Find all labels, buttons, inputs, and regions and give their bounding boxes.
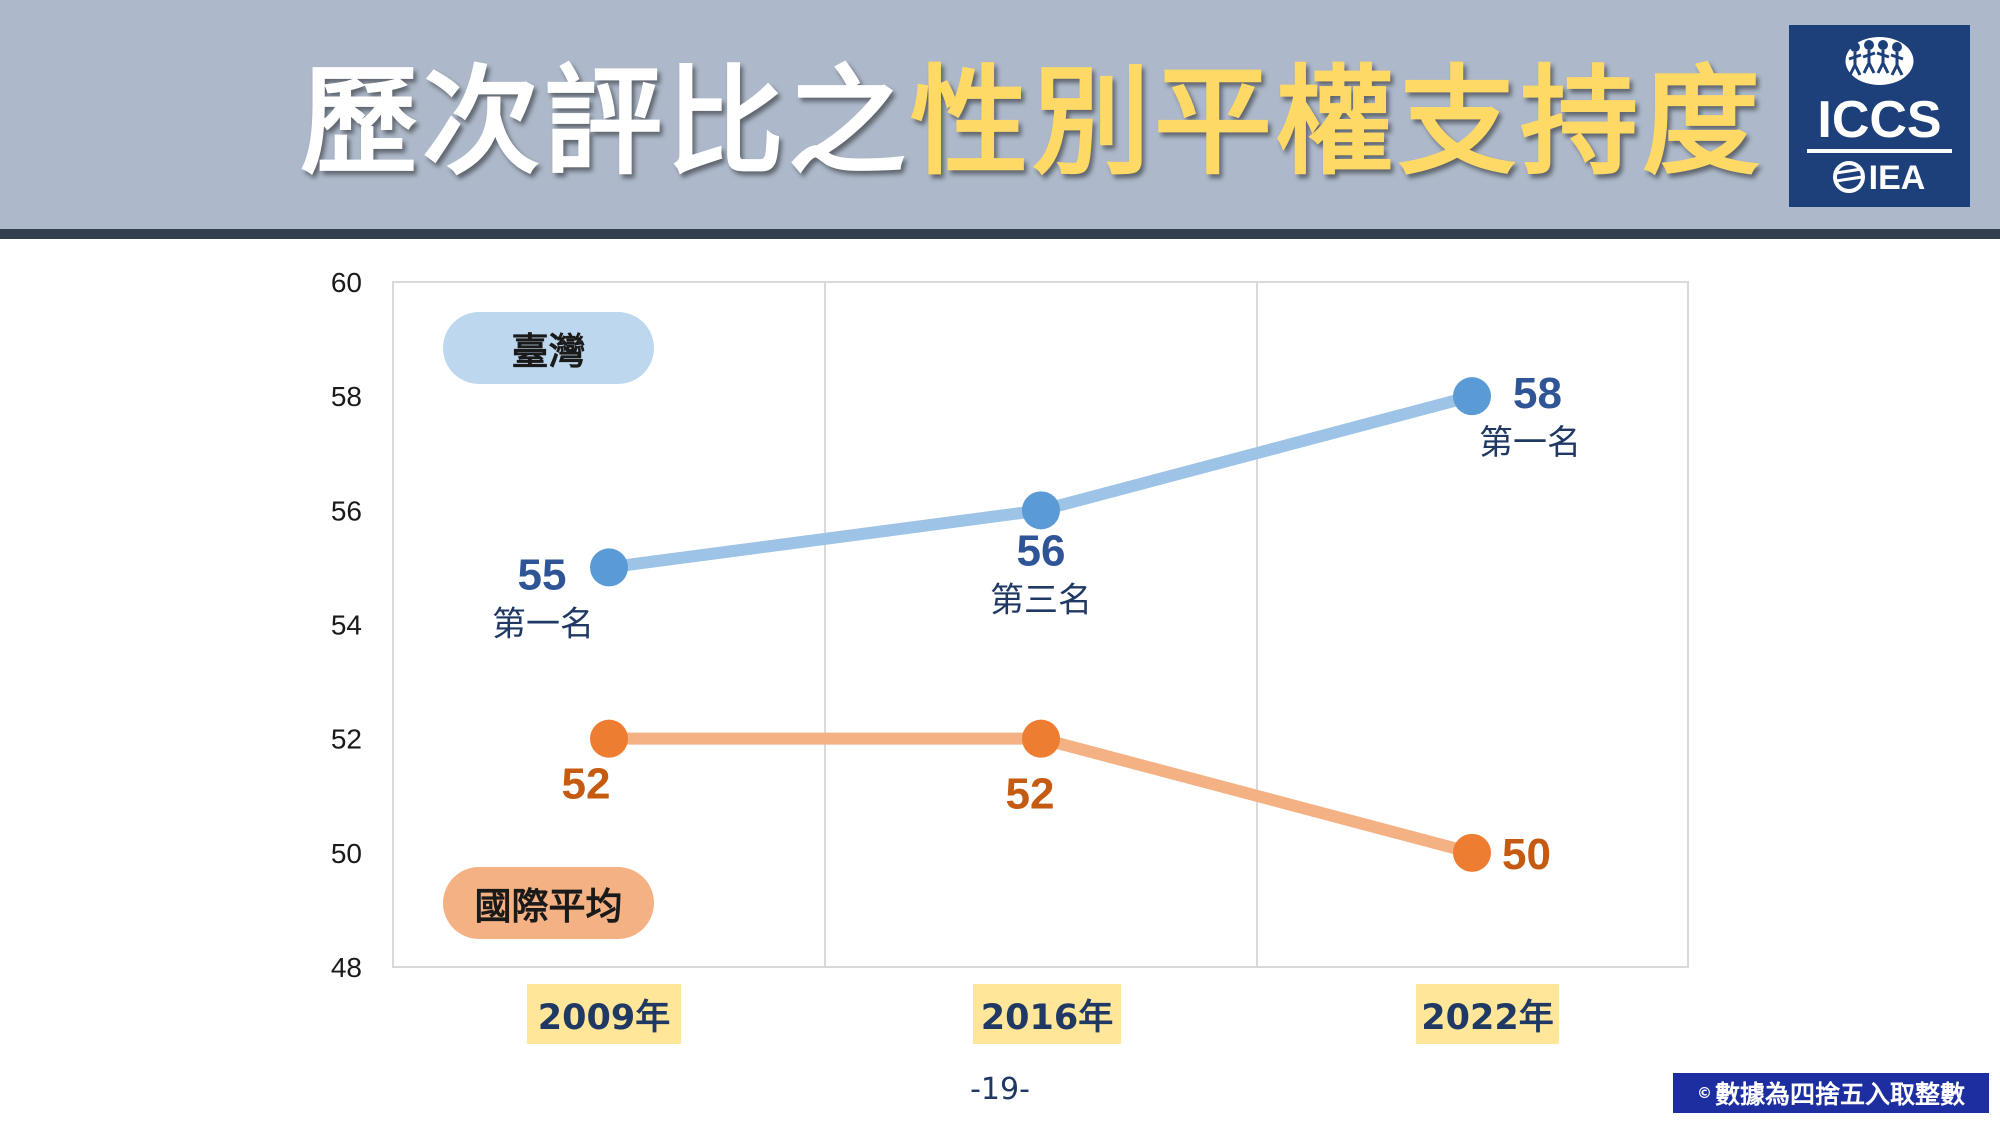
x-label-2009: 2009年 [527,984,681,1044]
globe-icon [1833,161,1865,193]
header-divider [0,229,2000,239]
logo-graphic: ICCS IEA [1807,37,1952,197]
globe-lines [1835,167,1863,183]
y-tick-label-60: 60 [331,267,362,298]
x-label-2022: 2022年 [1416,984,1559,1044]
series-layer: 55 第一名 56 第三名 58 第一名 52 52 50 [492,369,1581,879]
page-title-part2: 性別平權支持度 [910,53,1765,191]
rank-label-taiwan-2: 第三名 [990,580,1092,620]
legend-international-average: 國際平均 [443,867,654,939]
data-label-international-average-3: 50 [1502,830,1551,879]
y-tick-label-54: 54 [331,610,362,641]
data-label-international-average-2: 52 [1006,770,1055,819]
y-tick-label-50: 50 [331,838,362,869]
y-tick-label-52: 52 [331,724,362,755]
y-tick-label-56: 56 [331,495,362,526]
data-point-taiwan-1 [590,548,628,587]
page-title: 歷次評比之性別平權支持度 [300,52,1764,192]
data-point-taiwan-3 [1453,377,1491,416]
data-point-taiwan-2 [1022,491,1060,530]
y-tick-label-48: 48 [331,952,362,983]
rank-label-taiwan-1: 第一名 [492,604,594,644]
page-title-part1: 歷次評比之 [300,53,911,191]
gridlines [824,282,1258,967]
data-point-international-average-2 [1022,719,1060,758]
data-label-taiwan-2: 56 [1017,526,1066,575]
logo-iccs-text: ICCS [1817,91,1941,149]
header-banner [0,0,2000,229]
y-axis: 48 50 52 54 56 58 60 [331,267,362,983]
data-label-taiwan-3: 58 [1513,369,1562,418]
iccs-iea-logo: ICCS IEA [1789,25,1970,207]
legend-taiwan: 臺灣 [443,312,654,384]
copyright-icon: © [1696,1084,1712,1102]
data-label-international-average-1: 52 [562,760,611,809]
x-label-2016: 2016年 [973,984,1121,1044]
logo-iea-text: IEA [1869,159,1926,197]
data-point-international-average-3 [1453,833,1491,872]
rounding-note: © 數據為四捨五入取整數 [1673,1073,1989,1113]
y-tick-label-58: 58 [331,381,362,412]
data-point-international-average-1 [590,719,628,758]
data-label-taiwan-1: 55 [518,550,567,599]
people-icon [1848,40,1904,76]
rank-label-taiwan-3: 第一名 [1479,423,1581,463]
rounding-note-text: 數據為四捨五入取整數 [1714,1080,1965,1109]
page-number: -19- [970,1072,1030,1107]
logo-divider [1807,149,1952,153]
